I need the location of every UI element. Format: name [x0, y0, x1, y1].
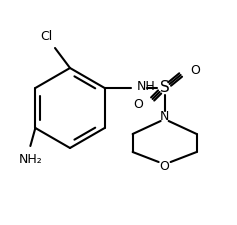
Text: NH₂: NH₂	[18, 153, 42, 166]
Text: O: O	[160, 160, 170, 173]
Text: O: O	[191, 63, 201, 76]
Text: NH: NH	[137, 81, 155, 94]
Text: S: S	[160, 81, 169, 95]
Text: N: N	[160, 110, 169, 122]
Text: O: O	[133, 97, 143, 110]
Text: Cl: Cl	[40, 30, 52, 43]
